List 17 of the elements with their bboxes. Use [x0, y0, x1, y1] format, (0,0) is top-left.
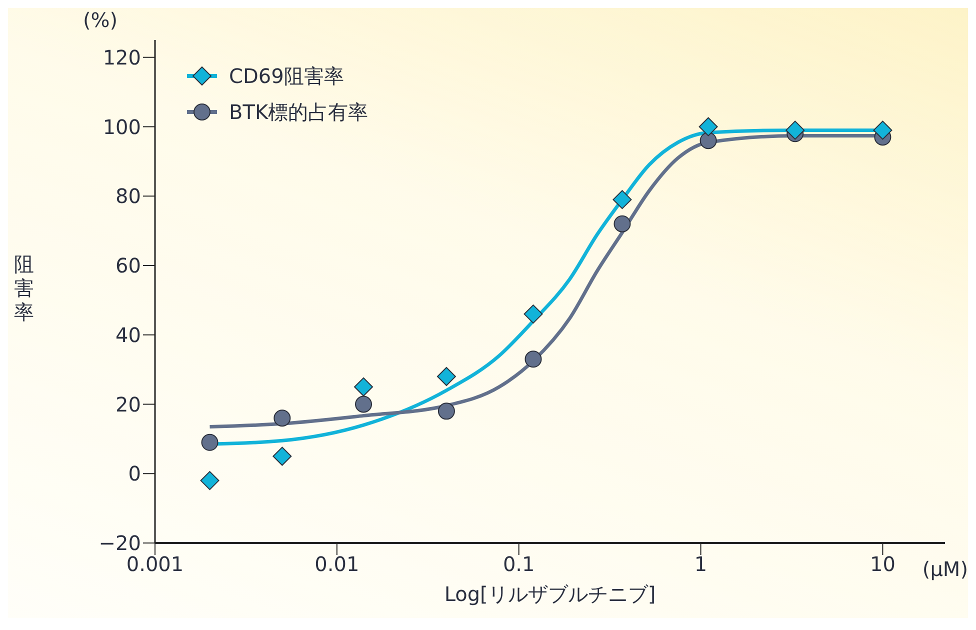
y-tick-label: 20 — [116, 392, 141, 416]
x-tick-label: 0.01 — [314, 552, 360, 576]
y-tick-label: 60 — [116, 254, 141, 278]
x-tick-label: 1 — [694, 552, 708, 576]
y-tick-label: 40 — [116, 322, 141, 347]
x-tick-label: 0.1 — [502, 552, 535, 576]
y-axis-title: 阻害率 — [13, 252, 35, 324]
y-tick-label: 80 — [116, 184, 141, 208]
y-tick-label: 100 — [102, 114, 141, 139]
text: (%) — [83, 8, 118, 32]
y-tick-label: 0 — [128, 462, 141, 486]
legend-label: BTK標的占有率 — [229, 98, 368, 126]
x-axis-title: Log[リルザブルチニブ] — [443, 581, 657, 608]
text: (μM) — [922, 557, 968, 581]
legend-label: CD69阻害率 — [229, 62, 344, 90]
y-tick-label: 120 — [102, 45, 141, 70]
x-tick-label: 10 — [870, 552, 896, 576]
